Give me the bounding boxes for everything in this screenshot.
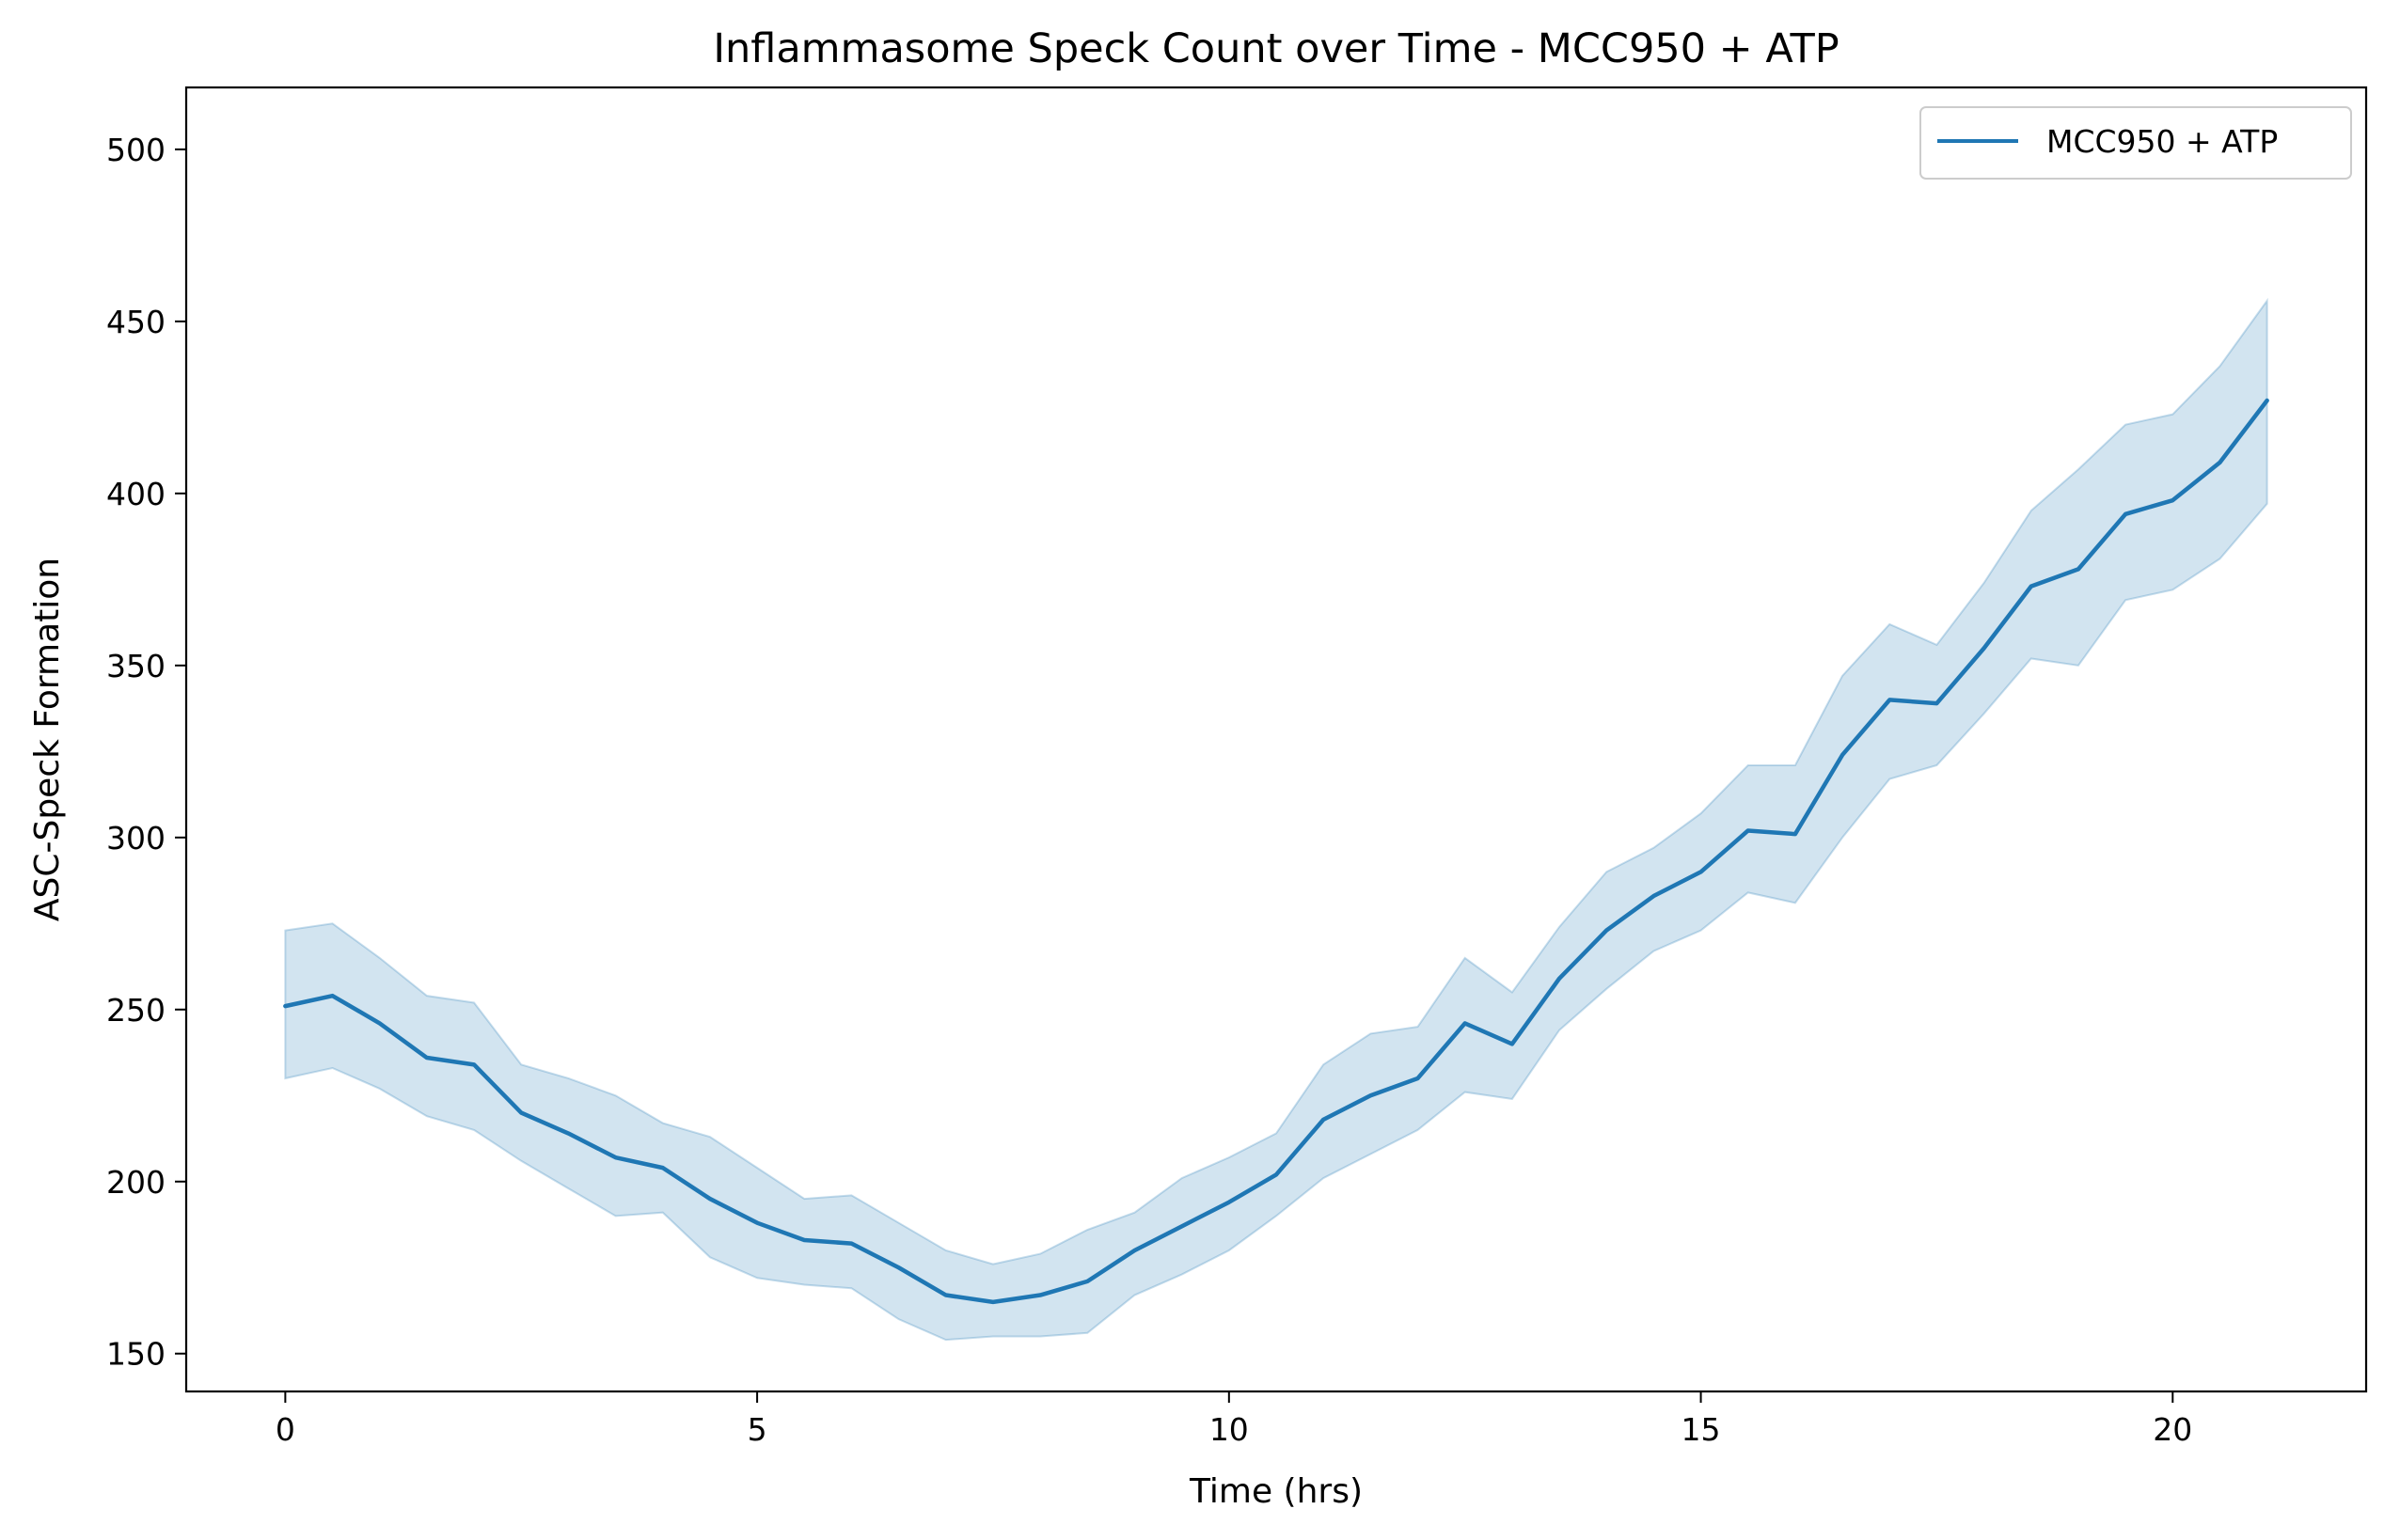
y-tick-label: 450 xyxy=(106,304,166,340)
series-line-mcc950-atp xyxy=(283,398,2269,1305)
confidence-band-layer xyxy=(284,297,2268,1342)
legend-box xyxy=(1919,106,2352,180)
series-line-layer xyxy=(283,398,2269,1305)
y-tick-label: 250 xyxy=(106,992,166,1029)
y-tick-label: 200 xyxy=(106,1164,166,1201)
legend: MCC950 + ATP xyxy=(1919,106,2352,180)
y-tick-label: 400 xyxy=(106,476,166,512)
legend-label: MCC950 + ATP xyxy=(2046,123,2278,160)
x-axis-ticks: 0 5 10 15 20 xyxy=(276,1391,2192,1448)
chart-title: Inflammasome Speck Count over Time - MCC… xyxy=(713,25,1839,72)
x-tick-label: 20 xyxy=(2153,1411,2192,1448)
plot-area-frame xyxy=(184,86,2368,1393)
y-tick-label: 350 xyxy=(106,648,166,684)
x-tick-label: 0 xyxy=(276,1411,295,1448)
y-axis-title: ASC-Speck Formation xyxy=(28,558,67,921)
x-axis-title: Time (hrs) xyxy=(1189,1472,1363,1511)
confidence-band xyxy=(284,297,2268,1342)
y-tick-label: 150 xyxy=(106,1336,166,1373)
y-axis-ticks: 150 200 250 300 350 400 450 500 xyxy=(106,132,186,1373)
y-tick-label: 500 xyxy=(106,132,166,168)
x-tick-label: 10 xyxy=(1209,1411,1249,1448)
y-tick-label: 300 xyxy=(106,820,166,856)
x-tick-label: 5 xyxy=(748,1411,767,1448)
x-tick-label: 15 xyxy=(1682,1411,1721,1448)
